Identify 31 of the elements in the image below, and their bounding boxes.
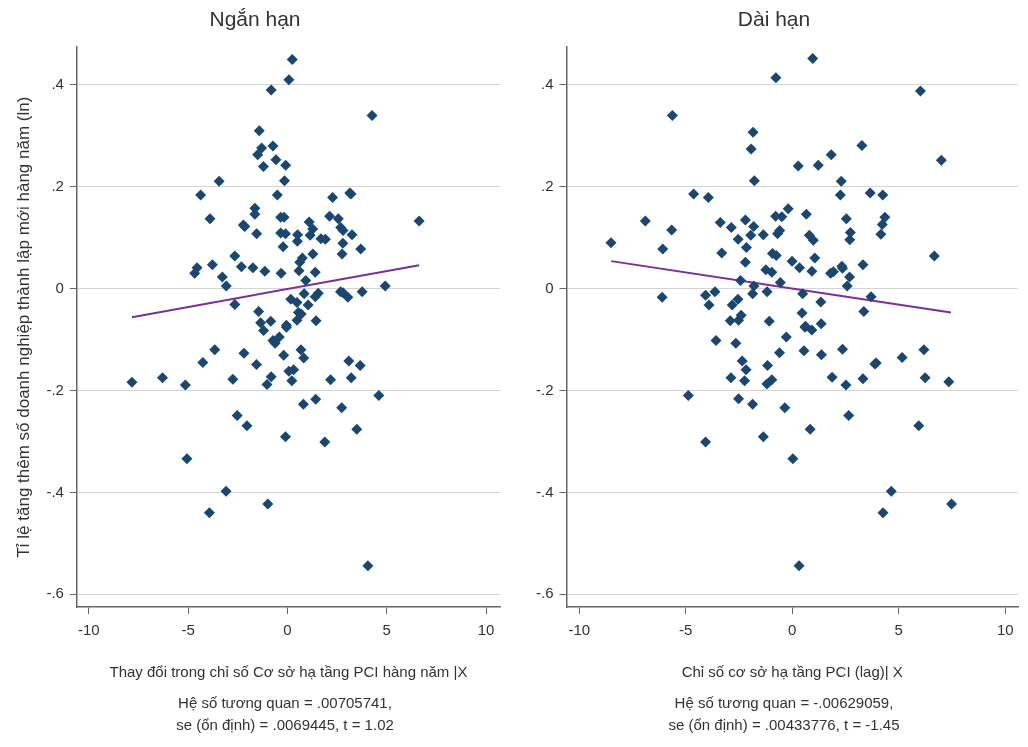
x-axis-title: Thay đổi trong chỉ số Cơ sở hạ tầng PCI hàng năm |X [109, 663, 468, 681]
chart-title: Ngắn hạn [209, 7, 301, 31]
x-tick-label: -5 [181, 621, 195, 639]
y-tick-label: .4 [51, 75, 64, 93]
y-tick-label: -.2 [535, 380, 554, 398]
text: Hệ số tương quan = .00705741, [177, 693, 393, 713]
text: Hệ số tương quan = -.00629059, [673, 693, 895, 713]
y-tick-label: 0 [545, 278, 554, 296]
text: se (ổn định) = .00433776, t = -1.45 [668, 715, 900, 735]
x-tick-label: -10 [77, 621, 100, 639]
x-tick-label: 0 [788, 621, 797, 639]
x-tick-label: 5 [382, 621, 391, 639]
x-tick-label: 0 [283, 621, 292, 639]
y-tick-label: -.2 [46, 380, 64, 398]
x-tick-label: 5 [894, 621, 903, 639]
y-tick-label: -.6 [46, 584, 64, 602]
x-tick-label: -10 [568, 621, 591, 639]
y-tick-label: -.4 [46, 482, 64, 500]
text: se (ổn định) = .0069445, t = 1.02 [176, 715, 394, 735]
y-tick-label: -.6 [535, 584, 554, 602]
y-tick-label: .2 [51, 176, 64, 194]
y-tick-label: 0 [55, 278, 64, 296]
y-tick-label: .2 [540, 176, 554, 194]
y-axis-title: Tỉ lệ tăng thêm số doanh nghiệp thành lập mới hàng năm (ln) [13, 96, 33, 558]
y-tick-label: .4 [540, 75, 554, 93]
x-tick-label: 10 [477, 621, 495, 639]
x-tick-label: 10 [996, 621, 1014, 639]
y-tick-label: -.4 [535, 482, 554, 500]
x-axis-title: Chỉ số cơ sở hạ tầng PCI (lag)| X [681, 663, 903, 681]
chart-title: Dài hạn [737, 7, 811, 31]
x-tick-label: -5 [679, 621, 693, 639]
